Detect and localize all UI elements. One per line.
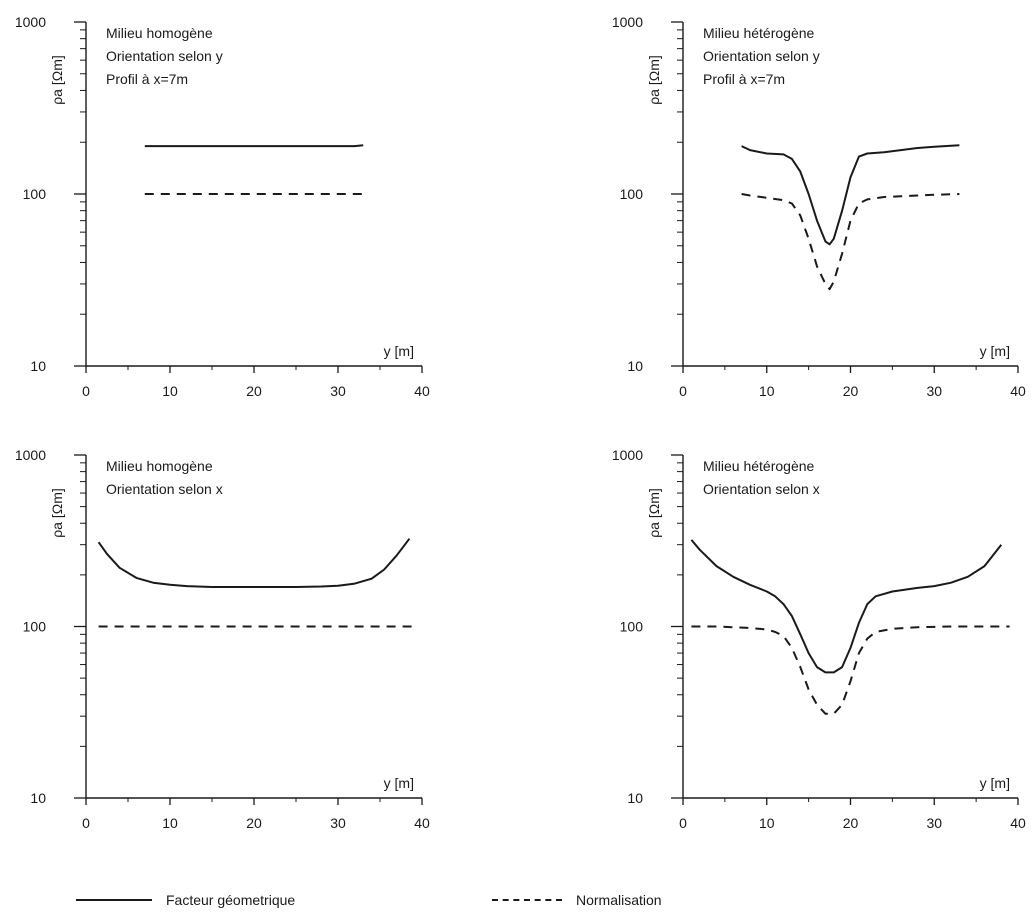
x-tick-label: 40 — [1010, 383, 1026, 399]
x-axis-label: y [m] — [980, 775, 1010, 791]
y-tick-label: 1000 — [15, 447, 46, 463]
legend-solid-label: Facteur géometrique — [166, 892, 296, 908]
legend-item-dashed: Normalisation — [492, 892, 662, 908]
x-tick-label: 0 — [82, 383, 90, 399]
x-tick-label: 20 — [246, 383, 262, 399]
legend-dashed-label: Normalisation — [576, 892, 662, 908]
x-axis-label: y [m] — [980, 343, 1010, 359]
chart-panel-1: 10 100 1000 0 10 20 30 40 y [m] ρa [Ωm] Milieu hom… — [15, 14, 430, 399]
panel-annotation: Orientation selon y — [106, 48, 223, 64]
x-tick-label: 0 — [82, 815, 90, 831]
x-axis-label: y [m] — [384, 775, 414, 791]
legend-item-solid: Facteur géometrique — [76, 892, 295, 908]
y-tick-label: 1000 — [612, 14, 643, 30]
x-tick-label: 10 — [162, 383, 178, 399]
x-tick-label: 40 — [1010, 815, 1026, 831]
y-tick-label: 10 — [30, 790, 46, 806]
panel-annotation: Milieu homogène — [106, 458, 213, 474]
series-line-normalisation — [691, 625, 1010, 715]
y-tick-label: 100 — [620, 186, 644, 202]
y-axis-label: ρa [Ωm] — [646, 488, 662, 538]
x-tick-label: 40 — [414, 815, 430, 831]
x-tick-label: 20 — [246, 815, 262, 831]
x-tick-label: 30 — [330, 383, 346, 399]
x-axis-label: y [m] — [384, 343, 414, 359]
y-tick-label: 100 — [620, 619, 644, 635]
panel-annotation: Milieu hétérogène — [703, 458, 815, 474]
legend-solid-line-icon — [76, 899, 152, 901]
panel-annotation: Milieu homogène — [106, 25, 213, 41]
legend-dashed-line-icon — [492, 899, 562, 901]
y-tick-label: 1000 — [15, 14, 46, 30]
panel-annotation: Milieu hétérogène — [703, 25, 815, 41]
x-tick-label: 0 — [679, 383, 687, 399]
y-axis-label: ρa [Ωm] — [49, 55, 65, 105]
series-line-facteur-geometrique — [144, 144, 364, 148]
x-tick-label: 20 — [843, 815, 859, 831]
panel-annotation: Orientation selon y — [703, 48, 820, 64]
panel-annotation: Orientation selon x — [703, 481, 820, 497]
series-line-facteur-geometrique — [97, 538, 411, 588]
x-tick-label: 30 — [926, 815, 942, 831]
y-axis-label: ρa [Ωm] — [646, 55, 662, 105]
x-tick-label: 10 — [759, 815, 775, 831]
y-axis-label: ρa [Ωm] — [49, 488, 65, 538]
panel-annotation: Profil à x=7m — [703, 71, 785, 87]
y-tick-label: 100 — [23, 619, 47, 635]
chart-panel-4: 10 100 1000 0 10 20 30 40 y [m] ρa [Ωm] Milieu hét… — [612, 447, 1026, 831]
x-tick-label: 30 — [926, 383, 942, 399]
chart-panel-3: 10 100 1000 0 10 20 30 40 y [m] ρa [Ωm] Milieu hom… — [15, 447, 430, 831]
x-tick-label: 20 — [843, 383, 859, 399]
legend: Facteur géometrique Normalisation — [0, 892, 1036, 920]
y-tick-label: 10 — [627, 790, 643, 806]
y-tick-label: 10 — [627, 358, 643, 374]
y-tick-label: 10 — [30, 358, 46, 374]
x-tick-label: 40 — [414, 383, 430, 399]
panel-annotation: Orientation selon x — [106, 481, 223, 497]
series-line-facteur-geometrique — [690, 539, 1003, 674]
panel-annotation: Profil à x=7m — [106, 71, 188, 87]
x-tick-label: 0 — [679, 815, 687, 831]
x-tick-label: 10 — [759, 383, 775, 399]
y-tick-label: 100 — [23, 186, 47, 202]
series-line-facteur-geometrique — [741, 144, 960, 246]
x-tick-label: 10 — [162, 815, 178, 831]
x-tick-label: 30 — [330, 815, 346, 831]
chart-panel-2: 10 100 1000 0 10 20 30 40 y [m] ρa [Ωm] Milieu hét… — [612, 14, 1026, 399]
series-line-normalisation — [741, 193, 960, 291]
y-tick-label: 1000 — [612, 447, 643, 463]
